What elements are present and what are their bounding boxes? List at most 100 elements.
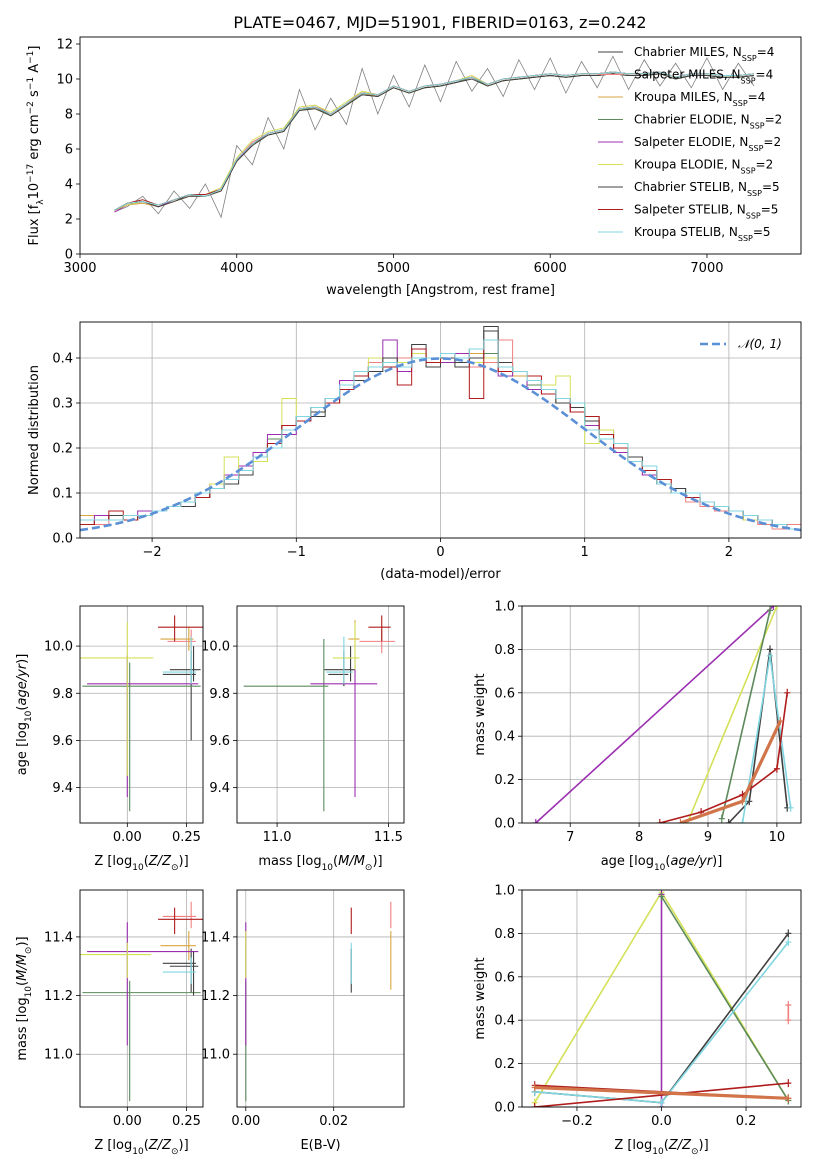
legend-sub: SSP [741,76,756,85]
label-part: −1 [26,77,36,90]
weight-marker [746,797,753,806]
label-part: −17 [26,164,36,183]
x-tick-label: 5000 [377,261,410,276]
x-tick-label: 0.0 [651,1114,672,1129]
legend-sub: SSP [746,211,761,220]
x-tick-label: 2 [725,545,733,560]
weight-marker [784,688,791,697]
y-tick-label: 8 [65,108,73,123]
weight-marker [785,938,792,947]
weight-marker [718,814,725,823]
age-vs-Z-x-label: Z [log10(Z/Z⊙)] [94,854,188,873]
label-part: ( [665,854,670,869]
x-tick-label: 0.00 [231,1114,260,1129]
y-tick-label: 0.3 [52,397,73,412]
y-tick-label: 12 [56,38,73,53]
label-part: Z [log [94,1138,132,1153]
y-tick-label: 9.8 [52,687,73,702]
y-tick-label: 6 [65,143,73,158]
y-tick-label: 1.0 [494,884,515,899]
weight-marker [785,1016,792,1025]
weight-marker [739,797,746,806]
label-part: 10 [27,183,42,200]
y-tick-label: 0.8 [494,927,515,942]
x-tick-label: 1 [581,545,589,560]
x-tick-label: 7000 [690,261,723,276]
x-tick-label: 0.25 [172,830,201,845]
y-tick-label: 1.0 [494,600,515,615]
legend-sub: SSP [748,144,763,153]
model-spectrum-line [114,73,755,211]
weight-line [534,1082,789,1107]
spectrum-x-label: wavelength [Angstrom, rest frame] [326,283,555,298]
y-tick-label: 0.0 [494,1101,515,1116]
weight-marker [767,651,773,660]
y-tick-label: 11.4 [44,930,73,945]
weight-marker [532,819,539,823]
y-tick-label: 11.2 [201,989,230,1004]
y-tick-label: 0.2 [494,773,515,788]
x-tick-label: 0.00 [113,830,142,845]
y-tick-label: 10.0 [44,640,73,655]
axes-frame [79,889,204,1108]
y-tick-label: 0.0 [494,817,515,832]
label-part: age [log [601,854,654,869]
label-part: )] [372,854,382,869]
axes-frame [79,321,802,539]
y-tick-label: 11.2 [44,989,73,1004]
label-part: mass [log [258,854,321,869]
label-part: )] [15,936,30,946]
x-tick-label: 0.2 [736,1114,757,1129]
legend-entry: Salpeter MILES, NSSP=4 [634,68,773,86]
x-tick-label: 6000 [534,261,567,276]
weight-vs-Z-y-label: mass weight [473,957,488,1039]
legend-sub: SSP [742,54,757,63]
y-tick-label: 2 [65,213,73,228]
age-vs-Z-y-label: age [log10(age/yr)] [15,654,34,776]
label-part: ⊙ [171,1147,179,1157]
mass-vs-Z-y-label: mass [log10(M/M⊙)] [15,936,34,1060]
label-part: ( [333,854,338,869]
y-tick-label: 0.8 [494,643,515,658]
y-tick-label: 10.0 [201,640,230,655]
label-part: ⊙ [24,947,34,955]
label-part: s [27,90,42,101]
label-part: A [27,64,42,77]
x-tick-label: 0 [436,545,444,560]
label-part: λ [36,199,46,205]
y-tick-label: 0.2 [52,442,73,457]
weight-line [720,610,771,819]
label-part: 10 [652,1147,664,1157]
y-tick-label: 9.6 [52,734,73,749]
weight-marker [656,819,663,823]
label-part: 10 [132,1147,144,1157]
weight-marker [785,1001,792,1010]
weight-marker [770,606,777,610]
legend-text: Salpeter ELODIE, N [634,135,748,149]
axes-frame [521,889,802,1108]
weight-vs-age-panel: 7 8 9 10 0.0 0.2 0.4 0.6 0.8 1.0 mass weight age [l… [473,600,802,873]
weight-vs-age-x-label: age [log10(age/yr)] [601,854,723,873]
weight-marker [677,819,684,823]
axes-frame [79,36,802,255]
weight-marker [767,606,773,615]
age-vs-mass-panel: 11.0 11.5 9.4 9.6 9.8 10.0 mass [log10(M/M⊙)] [201,605,405,873]
label-part: ⊙ [365,863,373,873]
legend-sub: SSP [738,234,753,243]
x-tick-label: 11.0 [263,830,292,845]
legend-text: =2 [756,158,774,172]
legend-text: Kroupa ELODIE, N [634,158,741,172]
x-tick-label: −1 [287,545,306,560]
gaussian-curve [80,357,801,532]
legend-entry: Chabrier STELIB, NSSP=5 [634,180,780,198]
label-part: )] [179,1138,189,1153]
legend-text: =2 [765,113,783,127]
legend-sub: SSP [741,166,756,175]
y-tick-label: 0.2 [494,1057,515,1072]
y-tick-label: 0.1 [52,487,73,502]
mass-vs-ebv-panel: 0.00 0.02 11.0 11.2 11.4 E(B-V) [201,889,405,1153]
weight-vs-Z-x-label: Z [log10(Z/Z⊙)] [614,1138,708,1157]
weight-marker [531,1103,538,1107]
x-tick-label: 0.02 [319,1114,348,1129]
